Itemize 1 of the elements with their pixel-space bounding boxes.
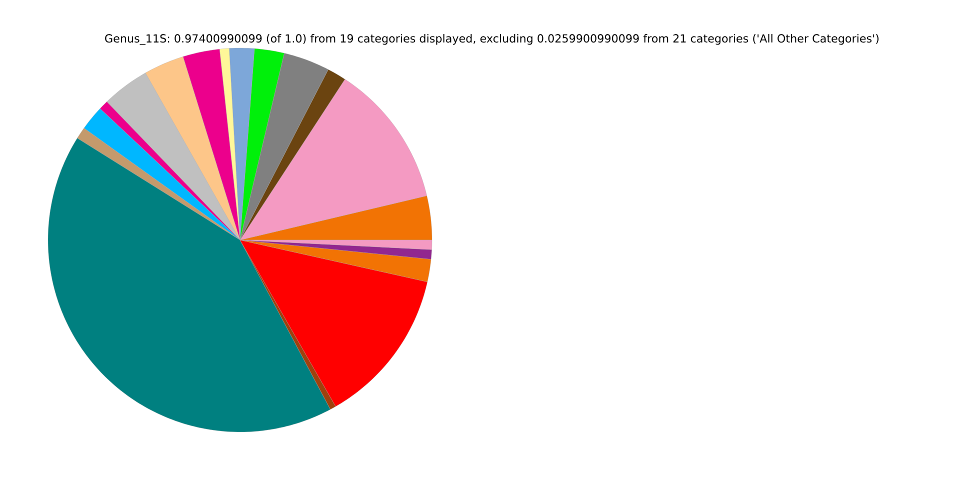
text: Genus_11S: 0.97400990099 (of 1.0) from 19 categories displayed, excluding 0.0259900990099 from 21 categories ('All Other Categories') <box>105 34 879 46</box>
